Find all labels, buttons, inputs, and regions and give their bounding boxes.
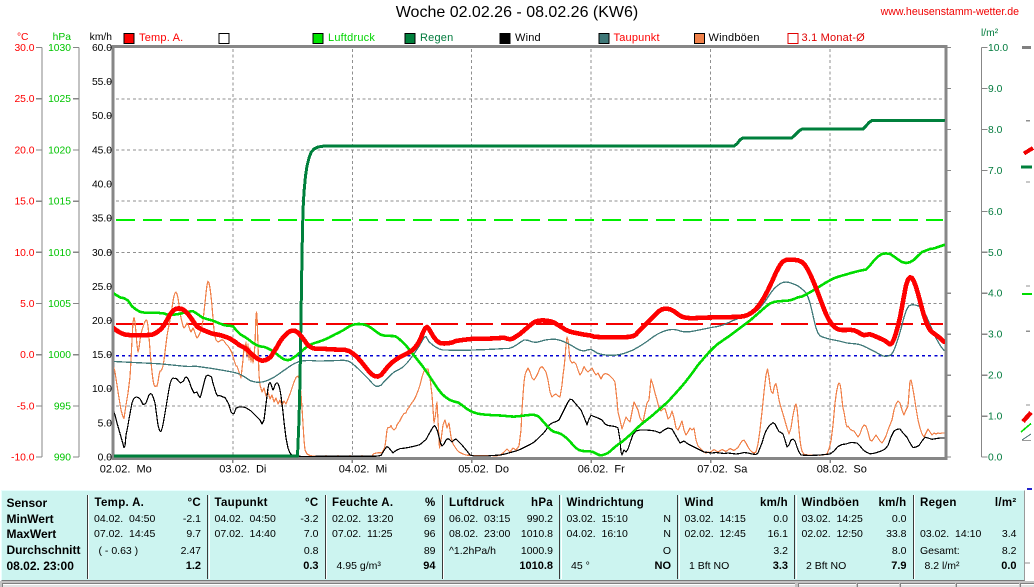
svg-text:0.0: 0.0 xyxy=(98,453,113,464)
svg-text:20.0: 20.0 xyxy=(92,316,112,327)
svg-text:1010: 1010 xyxy=(48,248,71,259)
svg-text:60.0: 60.0 xyxy=(92,43,112,54)
svg-text:07.02. Sa: 07.02. Sa xyxy=(697,464,748,476)
svg-text:0.0: 0.0 xyxy=(988,453,1003,464)
svg-text:10.0: 10.0 xyxy=(92,384,112,395)
svg-text:03.02. Di: 03.02. Di xyxy=(219,464,266,476)
svg-text:05.02. Do: 05.02. Do xyxy=(458,464,509,476)
svg-text:25.0: 25.0 xyxy=(92,282,112,293)
svg-text:30.0: 30.0 xyxy=(92,248,112,259)
svg-text:8.0: 8.0 xyxy=(988,125,1003,136)
svg-text:50.0: 50.0 xyxy=(92,111,112,122)
svg-text:08.02. So: 08.02. So xyxy=(817,464,867,476)
svg-text:990: 990 xyxy=(54,453,71,464)
svg-text:-5.0: -5.0 xyxy=(17,401,35,412)
svg-text:5.0: 5.0 xyxy=(98,418,113,429)
svg-text:0.0: 0.0 xyxy=(20,350,35,361)
svg-text:l/m²: l/m² xyxy=(981,28,999,39)
svg-text:35.0: 35.0 xyxy=(92,214,112,225)
svg-text:45.0: 45.0 xyxy=(92,145,112,156)
svg-text:30.0: 30.0 xyxy=(14,43,34,54)
svg-text:km/h: km/h xyxy=(90,32,113,43)
svg-text:1015: 1015 xyxy=(48,197,71,208)
svg-text:9.0: 9.0 xyxy=(988,84,1003,95)
svg-text:06.02. Fr: 06.02. Fr xyxy=(578,464,625,476)
svg-text:1030: 1030 xyxy=(48,43,71,54)
svg-text:-10.0: -10.0 xyxy=(11,453,35,464)
svg-text:15.0: 15.0 xyxy=(92,350,112,361)
svg-text:2.0: 2.0 xyxy=(988,371,1003,382)
svg-text:1025: 1025 xyxy=(48,94,71,105)
svg-text:20.0: 20.0 xyxy=(14,145,34,156)
svg-text:°C: °C xyxy=(17,32,29,43)
svg-text:55.0: 55.0 xyxy=(92,77,112,88)
svg-text:02.02. Mo: 02.02. Mo xyxy=(100,464,152,476)
svg-text:5.0: 5.0 xyxy=(988,248,1003,259)
svg-text:10.0: 10.0 xyxy=(988,43,1008,54)
svg-text:995: 995 xyxy=(54,401,71,412)
svg-text:3.0: 3.0 xyxy=(988,330,1003,341)
svg-text:10.0: 10.0 xyxy=(14,248,34,259)
svg-text:1005: 1005 xyxy=(48,299,71,310)
svg-text:40.0: 40.0 xyxy=(92,180,112,191)
svg-text:25.0: 25.0 xyxy=(14,94,34,105)
svg-text:hPa: hPa xyxy=(53,32,72,43)
svg-text:1020: 1020 xyxy=(48,145,71,156)
svg-text:1000: 1000 xyxy=(48,350,71,361)
svg-text:1.0: 1.0 xyxy=(988,412,1003,423)
svg-text:4.0: 4.0 xyxy=(988,289,1003,300)
svg-text:5.0: 5.0 xyxy=(20,299,35,310)
svg-text:04.02. Mi: 04.02. Mi xyxy=(339,464,387,476)
svg-text:15.0: 15.0 xyxy=(14,197,34,208)
svg-text:6.0: 6.0 xyxy=(988,207,1003,218)
svg-text:7.0: 7.0 xyxy=(988,166,1003,177)
